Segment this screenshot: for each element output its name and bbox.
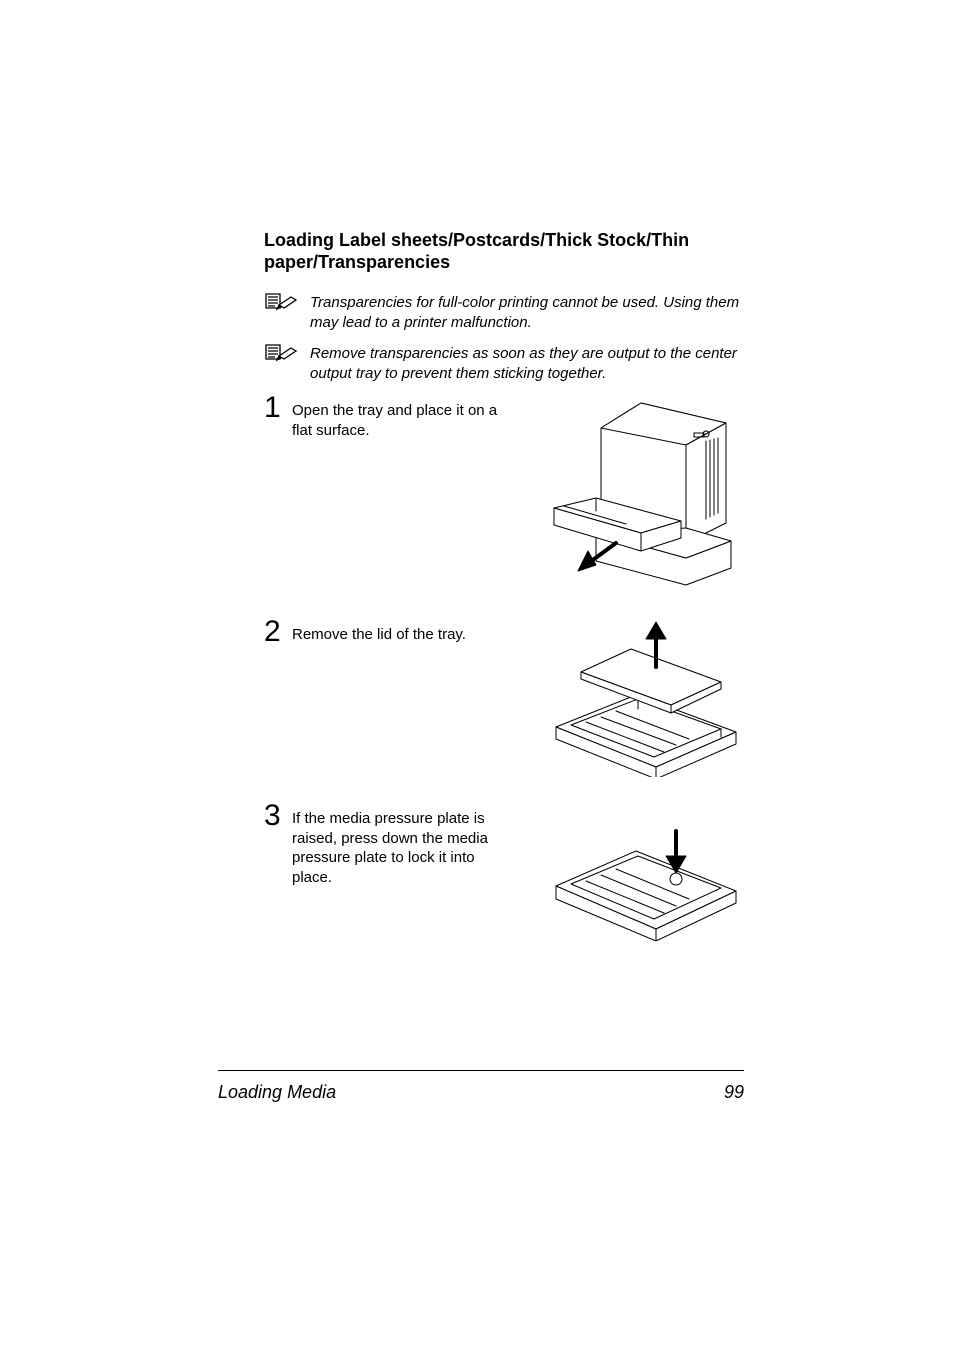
step3-figure [502, 801, 744, 941]
footer-page-number: 99 [724, 1082, 744, 1103]
step2-figure [502, 617, 744, 777]
step-number: 1 [264, 393, 292, 423]
note-block: Transparencies for full-color printing c… [264, 291, 744, 332]
note-icon [264, 342, 298, 364]
step-block: 3 If the media pressure plate is raised,… [264, 801, 744, 961]
step-block: 2 Remove the lid of the tray. [264, 617, 744, 797]
step-number: 3 [264, 801, 292, 831]
note-block: Remove transparencies as soon as they ar… [264, 342, 744, 383]
document-page: Loading Label sheets/Postcards/Thick Sto… [0, 0, 954, 1351]
note-text: Remove transparencies as soon as they ar… [310, 342, 744, 383]
note-text: Transparencies for full-color printing c… [310, 291, 744, 332]
step-text: If the media pressure plate is raised, p… [292, 801, 502, 961]
footer-section: Loading Media [218, 1082, 336, 1103]
note-icon [264, 291, 298, 313]
step-block: 1 Open the tray and place it on a flat s… [264, 393, 744, 613]
page-footer: Loading Media 99 [218, 1082, 744, 1103]
footer-rule [218, 1070, 744, 1071]
step-text: Remove the lid of the tray. [292, 617, 502, 797]
section-heading: Loading Label sheets/Postcards/Thick Sto… [264, 230, 744, 273]
step1-figure [502, 393, 744, 593]
step-number: 2 [264, 617, 292, 647]
step-text: Open the tray and place it on a flat sur… [292, 393, 502, 613]
